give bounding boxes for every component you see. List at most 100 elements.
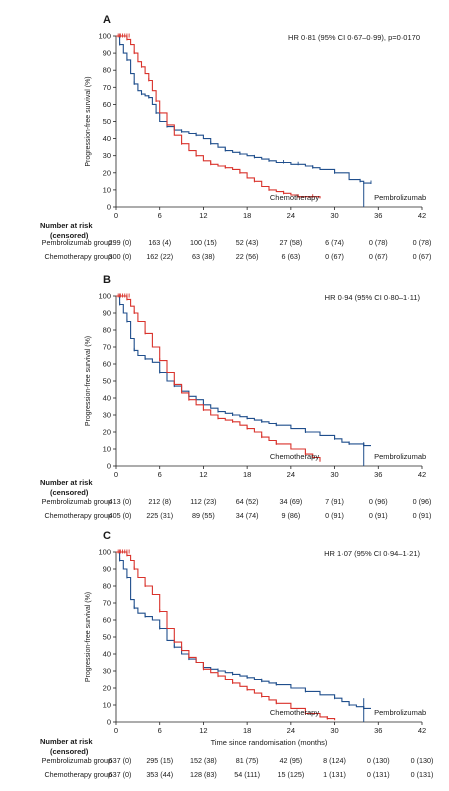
risk-table-cell: 27 (58) [279,238,302,247]
risk-table-title: Number at risk [40,478,93,487]
risk-table-cell: 1 (131) [323,770,346,779]
chemotherapy-annotation: Chemotherapy [270,193,319,202]
risk-table-cell: 413 (0) [109,497,132,506]
risk-table-cell: 15 (125) [277,770,304,779]
y-axis-label: Progression-free survival (%) [85,76,92,166]
y-tick-label: 20 [103,684,111,693]
hazard-ratio-label: HR 0·81 (95% CI 0·67–0·99), p=0·0170 [288,33,420,42]
x-tick-label: 36 [374,211,382,220]
y-tick-label: 70 [103,599,111,608]
risk-table-cell: 405 (0) [109,511,132,520]
x-axis-label: Time since randomisation (months) [211,738,328,747]
chemotherapy-annotation: Chemotherapy [270,452,319,461]
risk-table-group-label: Chemotherapy group [44,511,112,520]
pembrolizumab-curve [116,35,371,184]
chemotherapy-curve [116,35,321,199]
risk-table-cell: 0 (91) [369,511,388,520]
x-tick-label: 6 [158,211,162,220]
x-tick-label: 12 [199,470,207,479]
x-tick-label: 18 [243,470,251,479]
y-tick-label: 100 [98,292,111,301]
pembrolizumab-annotation: Pembrolizumab [374,452,426,461]
x-tick-label: 24 [287,211,295,220]
y-tick-label: 60 [103,360,111,369]
risk-table-cell: 299 (0) [109,238,132,247]
risk-table-cell: 637 (0) [109,756,132,765]
y-axis-label: Progression-free survival (%) [85,592,92,682]
risk-table-group-label: Pembrolizumab group [42,238,112,247]
y-tick-label: 60 [103,100,111,109]
risk-table-cell: 0 (67) [325,252,344,261]
risk-table-cell: 34 (74) [236,511,259,520]
risk-table-cell: 0 (78) [413,238,432,247]
risk-table-cell: 64 (52) [236,497,259,506]
y-tick-label: 30 [103,151,111,160]
risk-table-cell: 52 (43) [236,238,259,247]
y-tick-label: 50 [103,633,111,642]
x-tick-label: 12 [199,211,207,220]
y-tick-label: 0 [107,203,111,212]
risk-table-subtitle: (censored) [50,488,89,497]
risk-table-group-label: Pembrolizumab group [42,497,112,506]
y-tick-label: 60 [103,616,111,625]
y-tick-label: 90 [103,49,111,58]
x-tick-label: 6 [158,470,162,479]
risk-table-cell: 0 (96) [413,497,432,506]
y-tick-label: 90 [103,309,111,318]
x-tick-label: 30 [330,470,338,479]
panel-letter: C [103,530,111,542]
risk-table-group-label: Pembrolizumab group [42,756,112,765]
panel-letter: A [103,14,111,26]
y-tick-label: 50 [103,377,111,386]
risk-table-cell: 637 (0) [109,770,132,779]
x-tick-label: 18 [243,211,251,220]
y-tick-label: 100 [98,548,111,557]
risk-table-cell: 8 (124) [323,756,346,765]
risk-table-cell: 0 (67) [369,252,388,261]
y-tick-label: 20 [103,428,111,437]
pembrolizumab-curve [116,551,371,709]
x-tick-label: 42 [418,470,426,479]
y-tick-label: 0 [107,462,111,471]
chemotherapy-curve [116,295,321,461]
risk-table-cell: 100 (15) [190,238,217,247]
hazard-ratio-label: HR 1·07 (95% CI 0·94–1·21) [324,549,420,558]
risk-table-cell: 225 (31) [146,511,173,520]
y-tick-label: 30 [103,667,111,676]
y-tick-label: 100 [98,32,111,41]
risk-table-cell: 9 (86) [281,511,300,520]
risk-table-cell: 0 (131) [367,770,390,779]
x-tick-label: 30 [330,726,338,735]
y-tick-label: 40 [103,134,111,143]
y-tick-label: 90 [103,565,111,574]
y-tick-label: 30 [103,411,111,420]
risk-table-subtitle: (censored) [50,747,89,756]
y-tick-label: 10 [103,445,111,454]
y-tick-label: 40 [103,394,111,403]
y-tick-label: 80 [103,582,111,591]
risk-table-cell: 128 (83) [190,770,217,779]
risk-table-cell: 63 (38) [192,252,215,261]
x-tick-label: 36 [374,726,382,735]
risk-table-cell: 0 (96) [369,497,388,506]
risk-table-cell: 212 (8) [148,497,171,506]
y-tick-label: 70 [103,83,111,92]
pembrolizumab-annotation: Pembrolizumab [374,193,426,202]
chemotherapy-annotation: Chemotherapy [270,708,319,717]
risk-table-cell: 112 (23) [190,497,216,506]
x-tick-label: 42 [418,211,426,220]
y-tick-label: 70 [103,343,111,352]
pembrolizumab-curve [116,295,371,447]
y-tick-label: 20 [103,168,111,177]
x-tick-label: 12 [199,726,207,735]
risk-table-cell: 42 (95) [279,756,302,765]
risk-table-cell: 353 (44) [146,770,173,779]
y-tick-label: 40 [103,650,111,659]
risk-table-cell: 152 (38) [190,756,217,765]
pembrolizumab-annotation: Pembrolizumab [374,708,426,717]
risk-table-cell: 0 (78) [369,238,388,247]
panel-letter: B [103,274,111,286]
risk-table-cell: 0 (67) [413,252,432,261]
x-tick-label: 6 [158,726,162,735]
